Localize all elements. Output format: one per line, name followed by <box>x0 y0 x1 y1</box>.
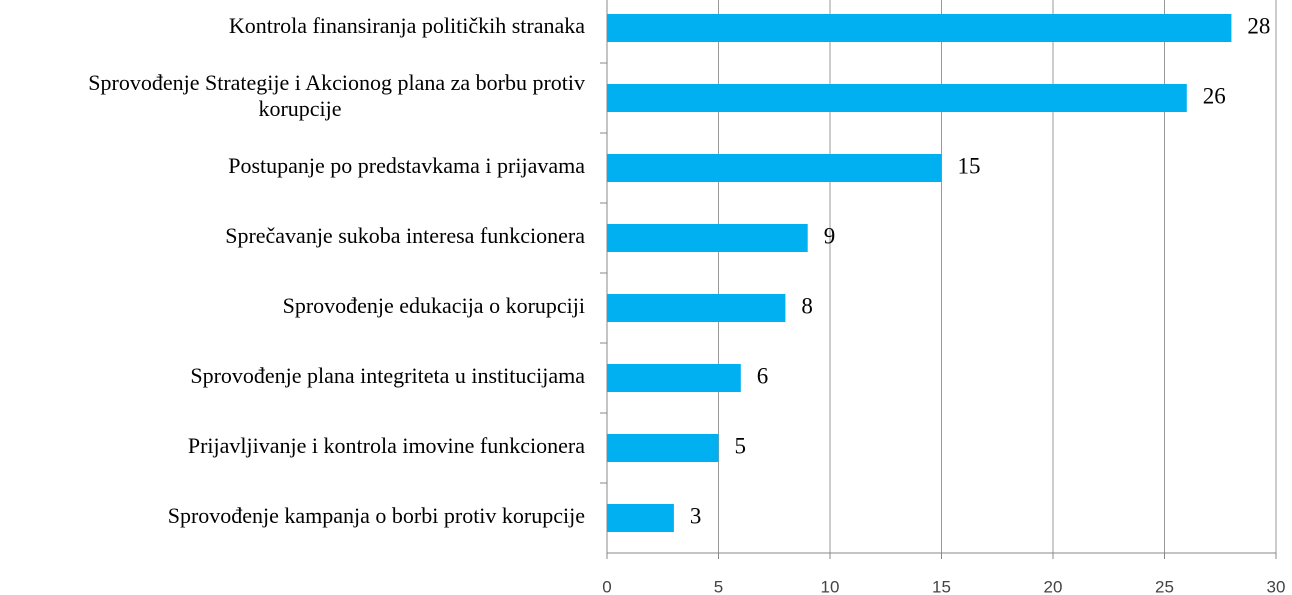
x-tick-label: 20 <box>1044 577 1063 595</box>
y-tick-label: Kontrola finansiranja političkih stranak… <box>229 13 585 38</box>
value-label: 5 <box>735 433 747 458</box>
x-tick-label: 15 <box>932 577 951 595</box>
bar <box>607 504 674 532</box>
bar <box>607 364 741 392</box>
y-tick-label: Sprovođenje Strategije i Akcionog plana … <box>88 70 585 121</box>
y-tick-label: Postupanje po predstavkama i prijavama <box>228 153 585 178</box>
y-tick-label: Sprečavanje sukoba interesa funkcionera <box>225 223 585 248</box>
x-tick-label: 5 <box>714 577 723 595</box>
y-tick-label: Prijavljivanje i kontrola imovine funkci… <box>188 433 585 458</box>
y-tick-label: Sprovođenje plana integriteta u instituc… <box>190 363 585 388</box>
bar <box>607 434 719 462</box>
x-tick-label: 25 <box>1155 577 1174 595</box>
bar <box>607 84 1187 112</box>
value-label: 28 <box>1247 13 1270 38</box>
value-label: 6 <box>757 363 769 388</box>
value-label: 15 <box>958 153 981 178</box>
x-tick-label: 10 <box>821 577 840 595</box>
value-label: 3 <box>690 503 702 528</box>
y-tick-label: Sprovođenje edukacija o korupciji <box>283 293 585 318</box>
value-label: 9 <box>824 223 836 248</box>
x-tick-label: 0 <box>602 577 611 595</box>
bar <box>607 154 942 182</box>
bar <box>607 14 1232 42</box>
bar <box>607 294 786 322</box>
value-label: 8 <box>801 293 813 318</box>
value-label: 26 <box>1203 83 1226 108</box>
y-tick-label: Sprovođenje kampanja o borbi protiv koru… <box>168 503 585 528</box>
x-tick-label: 30 <box>1267 577 1286 595</box>
bar <box>607 224 808 252</box>
